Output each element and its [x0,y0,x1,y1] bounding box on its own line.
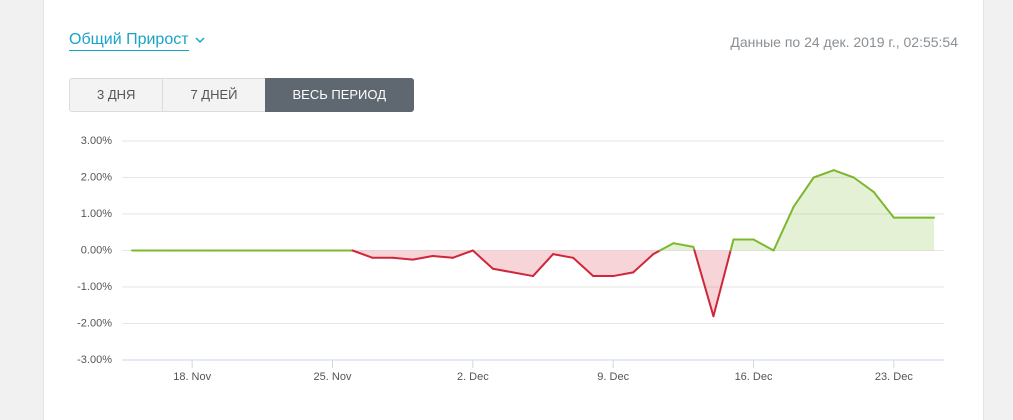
area-segment [913,217,934,251]
line-segment [451,249,474,259]
area-segment [492,250,513,273]
line-segment [832,169,855,179]
area-segment [593,250,614,277]
area-segment [573,250,594,277]
line-segment [712,249,732,318]
line-segment [532,253,555,278]
line-segment [729,238,735,252]
line-segment [752,238,775,252]
period-tabs: 3 ДНЯ 7 ДНЕЙ ВЕСЬ ПЕРИОД [69,78,415,112]
y-tick-label: 1.00% [81,208,112,220]
line-segment [411,254,434,261]
line-segment [658,242,675,252]
area-segment [893,217,914,251]
y-tick-label: 2.00% [81,171,112,183]
line-segment [693,249,715,318]
period-tab[interactable]: 3 ДНЯ [69,78,164,112]
y-tick-label: -3.00% [77,354,112,366]
y-tick-label: -1.00% [77,281,112,293]
line-segment [552,253,575,259]
line-segment [672,242,695,248]
card: Общий Прирост Данные по 24 дек. 2019 г.,… [43,0,984,420]
line-segment [491,267,514,274]
area-segment [372,250,393,258]
area-segment [813,170,834,251]
line-segment [852,176,875,194]
area-segment [733,239,754,251]
line-segment [792,176,815,208]
line-segment [351,249,374,259]
x-tick-label: 25. Nov [314,371,352,383]
period-tab[interactable]: 7 ДНЕЙ [162,78,266,112]
area-segment [613,250,634,277]
chevron[interactable] [194,35,206,45]
y-tick-label: 0.00% [81,244,112,256]
timestamp: Данные по 24 дек. 2019 г., 02:55:54 [730,34,958,50]
area-segment [833,170,854,251]
line-segment [812,169,835,179]
period-tab[interactable]: ВЕСЬ ПЕРИОД [264,78,415,112]
y-tick-label: 3.00% [81,135,112,147]
line-segment [772,205,795,252]
area-segment [793,177,814,251]
line-segment [612,271,635,278]
x-tick-label: 16. Dec [735,371,773,383]
line-segment [632,253,655,274]
area-segment [873,192,894,251]
x-tick-label: 2. Dec [457,371,489,383]
line-segment [471,249,494,270]
line-segment [872,191,895,219]
area-segment [412,250,433,260]
y-tick-label: -2.00% [77,317,112,329]
line-segment [652,249,661,256]
x-tick-label: 23. Dec [875,371,913,383]
line-segment [572,256,595,278]
area-segment [853,177,874,251]
metric-dropdown[interactable]: Общий Прирост [69,31,189,51]
line-segment [511,271,534,278]
x-tick-label: 18. Nov [173,371,211,383]
line-segment [391,256,414,261]
line-segment [431,254,454,259]
area-segment [512,250,533,277]
x-tick-label: 9. Dec [597,371,629,383]
